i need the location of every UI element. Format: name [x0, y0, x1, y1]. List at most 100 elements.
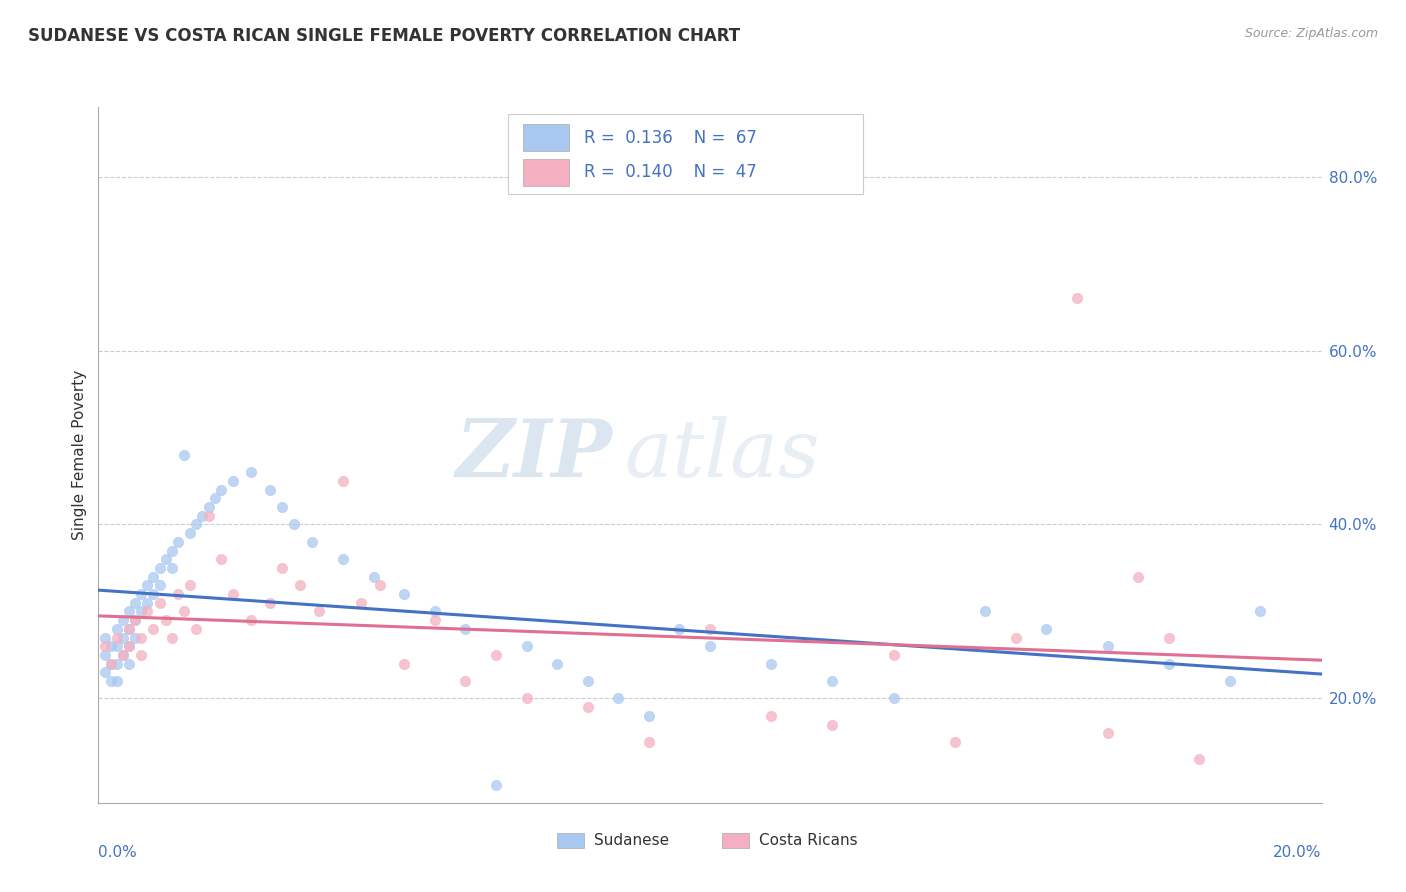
Point — [167, 587, 190, 601]
Point — [423, 613, 446, 627]
Point — [485, 778, 508, 792]
Point — [516, 639, 538, 653]
Point — [155, 552, 177, 566]
Point — [240, 466, 263, 480]
Point — [149, 561, 172, 575]
Point — [759, 657, 782, 671]
Point — [149, 596, 172, 610]
Point — [485, 648, 508, 662]
Point — [368, 578, 391, 592]
Point — [100, 657, 122, 671]
Point — [136, 596, 159, 610]
Point — [392, 587, 416, 601]
Point — [160, 561, 183, 575]
Point — [308, 605, 330, 619]
Text: SUDANESE VS COSTA RICAN SINGLE FEMALE POVERTY CORRELATION CHART: SUDANESE VS COSTA RICAN SINGLE FEMALE PO… — [28, 27, 740, 45]
Point — [363, 570, 385, 584]
Point — [350, 596, 373, 610]
Point — [204, 491, 226, 506]
Point — [93, 665, 115, 680]
Point — [93, 648, 115, 662]
Point — [1128, 570, 1150, 584]
Point — [142, 570, 165, 584]
Point — [1219, 674, 1241, 689]
Point — [124, 631, 146, 645]
Y-axis label: Single Female Poverty: Single Female Poverty — [72, 370, 87, 540]
Point — [197, 508, 219, 523]
Point — [1097, 726, 1119, 740]
Point — [149, 578, 172, 592]
Point — [883, 691, 905, 706]
Point — [209, 483, 232, 497]
Point — [270, 561, 292, 575]
Point — [111, 648, 134, 662]
Point — [167, 534, 190, 549]
Bar — [523, 124, 569, 151]
Point — [668, 622, 690, 636]
Text: R =  0.140    N =  47: R = 0.140 N = 47 — [583, 163, 756, 181]
Point — [124, 596, 146, 610]
Point — [209, 552, 232, 566]
Point — [160, 543, 183, 558]
Point — [93, 631, 115, 645]
Point — [118, 639, 141, 653]
Point — [974, 605, 997, 619]
Point — [186, 517, 208, 532]
Point — [1004, 631, 1026, 645]
Point — [392, 657, 416, 671]
Text: Sudanese: Sudanese — [593, 833, 669, 848]
Text: ZIP: ZIP — [456, 417, 612, 493]
Point — [283, 517, 305, 532]
Point — [111, 613, 134, 627]
Point — [607, 691, 630, 706]
Point — [111, 631, 134, 645]
Point — [222, 587, 245, 601]
Point — [1035, 622, 1057, 636]
Point — [332, 552, 354, 566]
Point — [270, 500, 292, 514]
Point — [943, 735, 966, 749]
FancyBboxPatch shape — [508, 114, 863, 194]
Point — [105, 639, 128, 653]
Text: R =  0.136    N =  67: R = 0.136 N = 67 — [583, 128, 756, 146]
Point — [301, 534, 323, 549]
Point — [332, 474, 354, 488]
Point — [124, 613, 146, 627]
Point — [1066, 291, 1088, 305]
Point — [105, 657, 128, 671]
Point — [179, 578, 201, 592]
Point — [186, 622, 208, 636]
Point — [699, 622, 721, 636]
Point — [129, 605, 152, 619]
Point — [240, 613, 263, 627]
Point — [637, 735, 661, 749]
Point — [546, 657, 568, 671]
Point — [118, 657, 141, 671]
Point — [155, 613, 177, 627]
Point — [191, 508, 214, 523]
Point — [93, 639, 115, 653]
Point — [129, 648, 152, 662]
Point — [118, 622, 141, 636]
Point — [136, 605, 159, 619]
Point — [105, 674, 128, 689]
Point — [105, 622, 128, 636]
Point — [821, 674, 844, 689]
Bar — [557, 833, 583, 848]
Point — [173, 605, 195, 619]
Point — [576, 674, 599, 689]
Point — [118, 639, 141, 653]
Text: 20.0%: 20.0% — [1274, 845, 1322, 860]
Point — [179, 526, 201, 541]
Point — [118, 622, 141, 636]
Point — [142, 622, 165, 636]
Point — [142, 587, 165, 601]
Point — [105, 631, 128, 645]
Point — [290, 578, 312, 592]
Point — [821, 717, 844, 731]
Point — [259, 596, 281, 610]
Point — [136, 578, 159, 592]
Text: Costa Ricans: Costa Ricans — [759, 833, 858, 848]
Bar — [723, 833, 749, 848]
Point — [1157, 631, 1180, 645]
